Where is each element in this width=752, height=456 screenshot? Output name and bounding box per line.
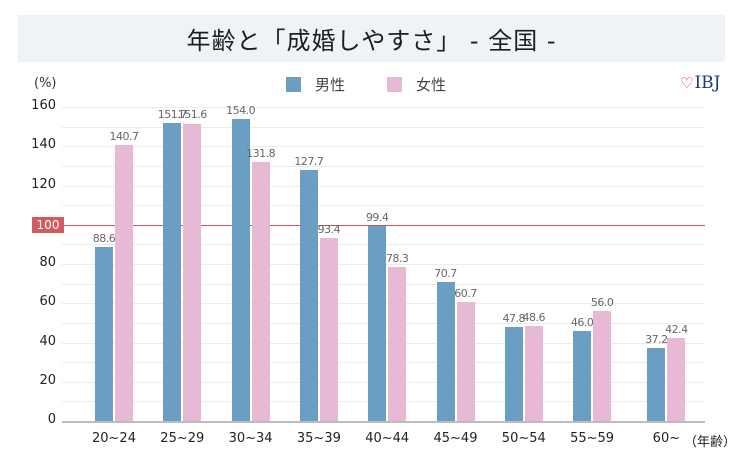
value-label: 88.6 [92, 232, 116, 246]
logo-text: IBJ [694, 73, 721, 93]
title-banner: 年齢と「成婚しやすさ」 - 全国 - [18, 15, 725, 62]
y-tick-label: 0 [47, 412, 56, 427]
x-tick-label: 45~49 [433, 431, 478, 446]
value-label: 131.8 [246, 147, 276, 161]
legend-item-female: 女性 [387, 74, 446, 95]
x-axis-line [62, 421, 705, 423]
x-tick-label: 50~54 [501, 431, 546, 446]
female-bar [456, 301, 475, 421]
chart-title: 年齢と「成婚しやすさ」 - 全国 - [186, 27, 557, 55]
value-label: 99.4 [365, 210, 389, 224]
x-axis-unit: （年齢） [684, 435, 737, 450]
x-tick-label: 40~44 [365, 431, 410, 446]
y-tick-reference-label: 100 [32, 216, 64, 233]
female-bar [319, 237, 338, 421]
female-bar [593, 311, 612, 421]
value-label: 154.0 [226, 103, 256, 117]
y-tick-label: 80 [39, 255, 56, 270]
x-tick-label: 35~39 [296, 431, 341, 446]
x-tick-label: 55~59 [570, 431, 615, 446]
male-bar [163, 123, 182, 421]
value-label: 78.3 [385, 252, 409, 266]
value-label: 151.6 [177, 108, 208, 122]
legend: 男性 女性 [286, 74, 478, 95]
male-bar [647, 348, 666, 421]
value-label: 42.4 [665, 322, 688, 336]
female-bar [524, 325, 543, 421]
legend-label-female: 女性 [416, 76, 447, 94]
value-label: 140.7 [109, 129, 140, 143]
ibj-logo: ♡ IBJ [680, 73, 720, 93]
male-bar [436, 282, 455, 421]
male-bar [504, 327, 523, 421]
gridline [62, 205, 705, 207]
value-label: 48.6 [522, 310, 546, 324]
female-bar [183, 123, 202, 421]
male-bar [231, 118, 250, 421]
value-label: 60.7 [454, 286, 477, 300]
gridline [62, 165, 705, 167]
value-label: 151.7 [157, 108, 188, 122]
male-bar [299, 170, 318, 421]
value-label: 127.7 [294, 155, 324, 169]
y-tick-label: 20 [39, 372, 56, 388]
male-bar [573, 330, 592, 421]
heart-icon: ♡ [680, 74, 694, 92]
legend-label-male: 男性 [315, 76, 346, 94]
male-bar [368, 225, 387, 421]
male-bar [95, 247, 113, 421]
x-tick-label: 25~29 [160, 431, 205, 446]
y-tick-label: 120 [31, 176, 56, 192]
male-swatch [286, 77, 301, 92]
female-bar [388, 267, 407, 421]
y-tick-label: 160 [31, 98, 56, 113]
value-label: 93.4 [317, 222, 341, 236]
plot-area: 88.6 140.7 151.7 151.6 154.0 131.8 127.7 93.4 99… [62, 103, 705, 423]
female-swatch [387, 77, 403, 92]
reference-line-100 [62, 224, 705, 226]
gridline [62, 126, 705, 128]
x-tick-label: 20~24 [92, 431, 136, 446]
value-label: 56.0 [590, 296, 614, 310]
y-tick-label: 60 [39, 294, 56, 310]
value-label: 47.8 [502, 312, 526, 326]
female-bar [115, 144, 133, 421]
female-bar [667, 337, 686, 421]
x-tick-label: 30~34 [228, 431, 273, 446]
value-label: 46.0 [570, 315, 594, 329]
value-label: 37.2 [645, 332, 668, 346]
gridline [62, 185, 705, 187]
legend-item-male: 男性 [286, 74, 345, 95]
y-axis-unit: (%) [34, 76, 57, 91]
gridline [62, 146, 705, 148]
value-label: 70.7 [434, 267, 457, 281]
gridline [62, 107, 705, 108]
female-bar [251, 162, 270, 421]
y-tick-label: 40 [39, 333, 56, 349]
x-tick-label: 60~ [652, 431, 681, 446]
y-tick-label: 140 [31, 137, 56, 153]
